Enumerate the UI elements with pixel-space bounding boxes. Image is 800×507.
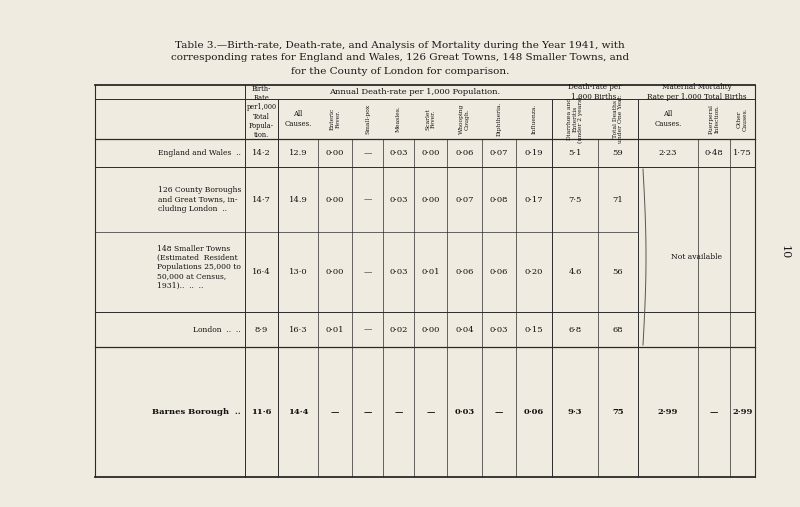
Text: Diarrhœa and
Enteritis
(under 2 years).: Diarrhœa and Enteritis (under 2 years). bbox=[566, 95, 583, 143]
Text: —: — bbox=[363, 325, 372, 334]
Text: 8·9: 8·9 bbox=[255, 325, 268, 334]
Text: All
Causes.: All Causes. bbox=[284, 111, 312, 128]
Text: —: — bbox=[363, 408, 372, 416]
Text: Maternal Mortality
Rate per 1,000 Total Births: Maternal Mortality Rate per 1,000 Total … bbox=[646, 83, 746, 100]
Text: —: — bbox=[495, 408, 503, 416]
Text: 16·4: 16·4 bbox=[252, 268, 271, 276]
Text: 0·06: 0·06 bbox=[455, 268, 474, 276]
Text: Annual Death-rate per 1,000 Population.: Annual Death-rate per 1,000 Population. bbox=[330, 88, 501, 96]
Text: 4.6: 4.6 bbox=[568, 268, 582, 276]
Text: 0·00: 0·00 bbox=[422, 325, 440, 334]
Text: 0·03: 0·03 bbox=[490, 325, 508, 334]
Text: London  ..  ..: London .. .. bbox=[194, 325, 241, 334]
Text: England and Wales  ..: England and Wales .. bbox=[158, 149, 241, 157]
Text: —: — bbox=[363, 268, 372, 276]
Text: 16·3: 16·3 bbox=[289, 325, 307, 334]
Text: 11·6: 11·6 bbox=[251, 408, 272, 416]
Text: Puerperal
Infection.: Puerperal Infection. bbox=[709, 104, 719, 134]
Text: 0·01: 0·01 bbox=[326, 325, 344, 334]
Text: 148 Smaller Towns
(Estimated  Resident
Populations 25,000 to
50,000 at Census,
1: 148 Smaller Towns (Estimated Resident Po… bbox=[157, 244, 241, 289]
Text: 14·2: 14·2 bbox=[252, 149, 271, 157]
Text: 9·3: 9·3 bbox=[568, 408, 582, 416]
Text: —: — bbox=[363, 196, 372, 203]
Text: 0·20: 0·20 bbox=[525, 268, 543, 276]
Text: Measles.: Measles. bbox=[396, 105, 401, 132]
Text: 0·19: 0·19 bbox=[525, 149, 543, 157]
Text: All
Causes.: All Causes. bbox=[654, 111, 682, 128]
Text: 0·03: 0·03 bbox=[390, 149, 408, 157]
Text: 14.9: 14.9 bbox=[289, 196, 307, 203]
Text: Whooping
Cough.: Whooping Cough. bbox=[459, 104, 470, 134]
Text: 0·48: 0·48 bbox=[705, 149, 723, 157]
Text: 7·5: 7·5 bbox=[568, 196, 582, 203]
Text: 0·00: 0·00 bbox=[326, 196, 344, 203]
Text: Scarlet
Fever.: Scarlet Fever. bbox=[425, 108, 436, 130]
Text: 0·17: 0·17 bbox=[525, 196, 543, 203]
Text: Death-rate per
1,000 Births.: Death-rate per 1,000 Births. bbox=[568, 83, 622, 100]
Text: 0·04: 0·04 bbox=[455, 325, 474, 334]
Text: for the County of London for comparison.: for the County of London for comparison. bbox=[291, 66, 509, 76]
Text: 0·03: 0·03 bbox=[454, 408, 474, 416]
Text: 14·4: 14·4 bbox=[288, 408, 308, 416]
Text: Table 3.—Birth-rate, Death-rate, and Analysis of Mortality during the Year 1941,: Table 3.—Birth-rate, Death-rate, and Ana… bbox=[175, 41, 625, 50]
Text: 5·1: 5·1 bbox=[568, 149, 582, 157]
Text: —: — bbox=[331, 408, 339, 416]
Text: 0·03: 0·03 bbox=[390, 196, 408, 203]
Text: Small-pox: Small-pox bbox=[365, 104, 370, 134]
Text: 2·23: 2·23 bbox=[658, 149, 678, 157]
Text: 56: 56 bbox=[613, 268, 623, 276]
Text: 0·15: 0·15 bbox=[525, 325, 543, 334]
Text: —: — bbox=[363, 149, 372, 157]
Text: 0·07: 0·07 bbox=[455, 196, 474, 203]
Text: Not available: Not available bbox=[671, 253, 722, 261]
Text: Other
Causes.: Other Causes. bbox=[737, 107, 748, 131]
Text: 0·00: 0·00 bbox=[422, 196, 440, 203]
Text: 0·08: 0·08 bbox=[490, 196, 508, 203]
Text: 0·00: 0·00 bbox=[422, 149, 440, 157]
Text: Influenza.: Influenza. bbox=[531, 104, 537, 134]
Text: 12.9: 12.9 bbox=[289, 149, 307, 157]
Text: corresponding rates for England and Wales, 126 Great Towns, 148 Smaller Towns, a: corresponding rates for England and Wale… bbox=[171, 54, 629, 62]
Text: 0·00: 0·00 bbox=[326, 268, 344, 276]
Text: Diphtheria.: Diphtheria. bbox=[497, 102, 502, 136]
Text: 10: 10 bbox=[780, 245, 790, 259]
Text: 68: 68 bbox=[613, 325, 623, 334]
Text: 0·06: 0·06 bbox=[490, 268, 508, 276]
Text: 75: 75 bbox=[612, 408, 624, 416]
Text: 0·03: 0·03 bbox=[390, 268, 408, 276]
Text: 0·06: 0·06 bbox=[524, 408, 544, 416]
Text: 2·99: 2·99 bbox=[658, 408, 678, 416]
Text: 0·06: 0·06 bbox=[455, 149, 474, 157]
Text: 6·8: 6·8 bbox=[568, 325, 582, 334]
Text: Total Deaths
under One Year.: Total Deaths under One Year. bbox=[613, 95, 623, 143]
Text: 14·7: 14·7 bbox=[252, 196, 271, 203]
Text: 71: 71 bbox=[613, 196, 623, 203]
Text: 1·75: 1·75 bbox=[733, 149, 752, 157]
Text: 13·0: 13·0 bbox=[289, 268, 307, 276]
Text: 0·01: 0·01 bbox=[422, 268, 440, 276]
Text: 59: 59 bbox=[613, 149, 623, 157]
Text: —: — bbox=[710, 408, 718, 416]
Text: —: — bbox=[426, 408, 434, 416]
Text: —: — bbox=[394, 408, 402, 416]
Text: Birth-
Rate
per1,000
Total
Popula-
tion.: Birth- Rate per1,000 Total Popula- tion. bbox=[246, 85, 277, 139]
Text: 2·99: 2·99 bbox=[732, 408, 753, 416]
Text: 0·07: 0·07 bbox=[490, 149, 508, 157]
Text: 126 County Boroughs
and Great Towns, in-
cluding London  ..: 126 County Boroughs and Great Towns, in-… bbox=[158, 186, 241, 213]
Text: Enteric
Fever.: Enteric Fever. bbox=[330, 108, 341, 130]
Text: 0·02: 0·02 bbox=[390, 325, 408, 334]
Text: Barnes Borough  ..: Barnes Borough .. bbox=[152, 408, 241, 416]
Text: 0·00: 0·00 bbox=[326, 149, 344, 157]
